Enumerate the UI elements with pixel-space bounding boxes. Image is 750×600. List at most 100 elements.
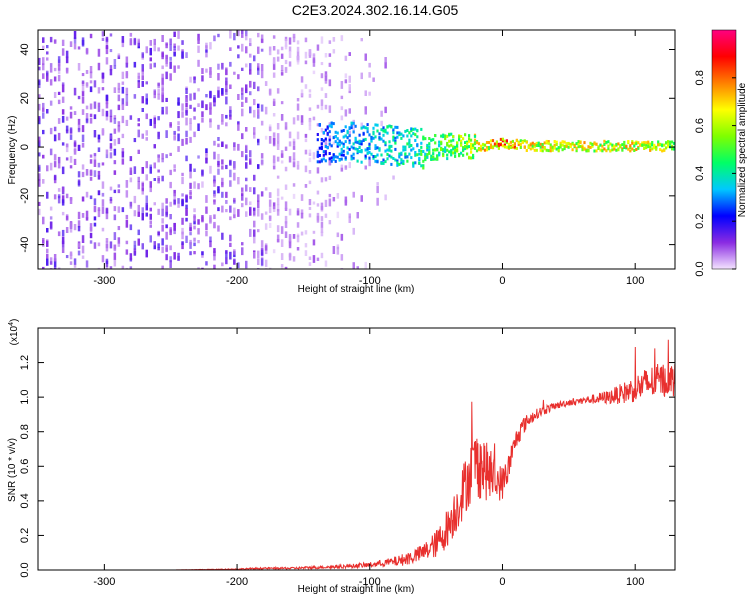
spectrogram-cell — [473, 134, 477, 138]
spectrogram-cell — [197, 123, 200, 131]
spectrogram-cell — [264, 223, 268, 230]
spectrogram-cell — [581, 148, 584, 152]
spectrogram-cell — [201, 100, 204, 109]
spectrogram-cell — [161, 218, 164, 224]
spectrogram-cell — [101, 72, 105, 79]
spectrogram-cell — [38, 178, 41, 187]
spectrogram-cell — [434, 148, 437, 152]
spectrogram-cell — [384, 143, 387, 147]
spectrogram-cell — [129, 253, 133, 260]
spectrogram-cell — [390, 162, 393, 166]
spectrogram-cell — [117, 242, 121, 247]
y-tick-label: 1.0 — [19, 389, 31, 404]
spectrogram-cell — [360, 122, 363, 127]
spectrogram-cell — [280, 266, 284, 269]
spectrogram-cell — [444, 150, 447, 153]
spectrogram-cell — [73, 263, 77, 268]
spectrogram-cell — [300, 121, 304, 125]
spectrogram-cell — [276, 56, 280, 62]
spectrogram-cell — [61, 96, 65, 103]
spectrogram-cell — [382, 139, 385, 143]
spectrogram-cell — [376, 185, 379, 194]
spectrogram-cell — [368, 62, 371, 68]
spectrogram-cell — [376, 153, 379, 157]
spectrogram-cell — [177, 65, 180, 69]
spectrogram-cell — [177, 121, 180, 126]
spectrogram-cell — [257, 200, 260, 209]
spectrogram-cell — [330, 125, 333, 129]
spectrogram-cell — [328, 198, 332, 207]
spectrogram-cell — [661, 144, 664, 148]
spectrogram-cell — [221, 141, 224, 147]
spectrogram-cell — [145, 98, 148, 105]
spectrogram-cell — [229, 47, 232, 51]
spectrogram-cell — [448, 144, 451, 148]
y-tick-label: 0.6 — [19, 459, 31, 474]
spectrogram-cell — [129, 156, 133, 162]
spectrogram-cell — [334, 155, 337, 159]
spectrogram-cell — [133, 248, 137, 254]
spectrogram-cell — [483, 148, 487, 152]
spectrogram-cell — [46, 70, 49, 78]
spectrogram-cell — [378, 132, 381, 136]
spectrogram-cell — [109, 65, 113, 71]
spectrogram-cell — [352, 191, 355, 198]
spectrogram-cell — [69, 251, 73, 256]
spectrogram-cell — [292, 183, 296, 187]
spectrogram-cell — [157, 116, 160, 121]
spectrogram-cell — [477, 142, 481, 146]
spectrogram-cell — [567, 145, 570, 149]
spectrogram-cell — [233, 162, 236, 170]
spectrogram-cell — [322, 150, 325, 154]
bottom-height-axis: -300 -200 -100 0 100 — [93, 328, 644, 588]
spectrogram-cell — [165, 55, 168, 59]
spectrogram-cell — [209, 42, 212, 50]
spectrogram-cell — [348, 75, 351, 83]
spectrogram-cell — [109, 49, 113, 53]
spectrogram-cell — [113, 115, 117, 120]
spectrogram-cell — [348, 141, 351, 145]
spectrogram-cell — [253, 55, 256, 62]
spectrogram-cell — [527, 145, 530, 149]
spectrogram-cell — [113, 59, 117, 67]
spectrogram-cell — [420, 141, 423, 145]
spectrogram-cell — [241, 194, 244, 201]
spectrogram-cell — [288, 141, 292, 147]
spectrogram-cell — [358, 139, 361, 143]
spectrogram-cell — [637, 146, 640, 150]
spectrogram-cell — [101, 181, 105, 189]
spectrogram-cell — [452, 135, 455, 138]
spectrogram-cell — [436, 148, 439, 152]
spectrogram-cell — [264, 106, 268, 115]
spectrogram-cell — [57, 194, 61, 199]
spectrogram-cell — [221, 191, 224, 198]
spectrogram-cell — [473, 142, 477, 146]
spectrogram-cell — [225, 191, 228, 198]
spectrogram-cell — [253, 174, 256, 181]
spectrogram-cell — [229, 30, 232, 39]
spectrogram-cell — [125, 62, 129, 68]
spectrogram-cell — [434, 134, 437, 137]
spectrogram-cell — [85, 217, 89, 221]
spectrogram-cell — [189, 242, 192, 249]
spectrogram-cell — [81, 134, 85, 143]
spectrogram-cell — [529, 143, 532, 147]
x-tick-label: -300 — [93, 576, 115, 588]
spectrogram-cell — [356, 140, 359, 144]
spectrogram-cell — [394, 136, 397, 140]
spectrogram-cell — [272, 98, 276, 105]
spectrogram-cell — [193, 76, 196, 84]
spectrogram-cell — [364, 154, 367, 158]
spectrogram-cell — [249, 80, 252, 88]
spectrogram-cell — [376, 129, 379, 133]
spectrogram-cell — [390, 149, 393, 153]
spectrogram-cell — [57, 231, 61, 237]
colorbar-tick-label: 0.8 — [694, 70, 706, 85]
spectrogram-cell — [292, 145, 296, 150]
spectrogram-cell — [117, 137, 121, 145]
spectrogram-frame — [37, 29, 676, 270]
spectrogram-cell — [272, 155, 276, 164]
spectrogram-cell — [145, 130, 148, 136]
spectrogram-cell — [450, 143, 453, 147]
spectrogram-cell — [161, 224, 164, 232]
